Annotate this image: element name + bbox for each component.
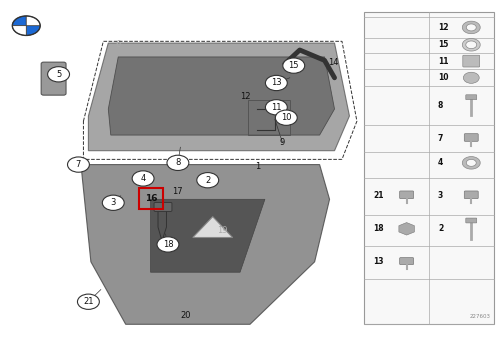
FancyBboxPatch shape	[400, 258, 413, 265]
Wedge shape	[12, 16, 26, 26]
FancyBboxPatch shape	[464, 191, 478, 198]
Circle shape	[464, 72, 479, 83]
Text: 18: 18	[374, 224, 384, 233]
FancyBboxPatch shape	[466, 95, 476, 100]
Text: 19: 19	[218, 226, 228, 235]
Circle shape	[78, 294, 100, 309]
Polygon shape	[150, 199, 265, 272]
Text: 16: 16	[144, 194, 157, 203]
Text: 10: 10	[438, 73, 448, 82]
Circle shape	[197, 173, 218, 188]
Circle shape	[283, 58, 304, 73]
Text: 15: 15	[438, 40, 448, 49]
Text: 13: 13	[374, 257, 384, 266]
Text: 3: 3	[438, 191, 443, 200]
Text: 2: 2	[205, 176, 210, 185]
FancyBboxPatch shape	[400, 191, 413, 198]
Text: 5: 5	[56, 70, 61, 79]
Text: 6: 6	[116, 40, 121, 49]
Text: 11: 11	[271, 103, 281, 112]
Text: 8: 8	[175, 158, 180, 167]
Text: 11: 11	[438, 57, 448, 65]
Polygon shape	[88, 43, 350, 151]
Wedge shape	[26, 26, 40, 35]
FancyBboxPatch shape	[154, 202, 172, 211]
Polygon shape	[193, 217, 232, 238]
Text: 18: 18	[162, 240, 173, 249]
Text: 3: 3	[110, 198, 116, 207]
Text: 4: 4	[438, 158, 443, 167]
Text: 17: 17	[172, 187, 183, 196]
Text: 2: 2	[438, 224, 443, 233]
Text: 7: 7	[76, 160, 81, 169]
FancyBboxPatch shape	[41, 62, 66, 95]
Text: 12: 12	[240, 92, 250, 102]
Circle shape	[48, 66, 70, 82]
Text: 13: 13	[271, 78, 281, 88]
FancyBboxPatch shape	[364, 12, 494, 324]
Wedge shape	[26, 16, 40, 26]
Circle shape	[102, 195, 124, 210]
Circle shape	[276, 110, 297, 125]
Text: 4: 4	[140, 174, 145, 183]
Wedge shape	[12, 26, 26, 35]
Circle shape	[157, 237, 179, 252]
Text: 8: 8	[438, 101, 444, 110]
FancyBboxPatch shape	[464, 134, 478, 141]
Circle shape	[167, 155, 189, 170]
Polygon shape	[81, 164, 330, 324]
Circle shape	[68, 157, 90, 172]
Text: 21: 21	[83, 297, 94, 306]
Text: 1: 1	[255, 162, 260, 171]
Text: 12: 12	[438, 23, 448, 32]
Text: 15: 15	[288, 61, 299, 70]
FancyBboxPatch shape	[463, 55, 479, 67]
Polygon shape	[158, 210, 166, 241]
Text: 21: 21	[374, 191, 384, 200]
Circle shape	[266, 100, 287, 115]
Circle shape	[132, 171, 154, 186]
Polygon shape	[108, 57, 334, 135]
Text: 7: 7	[438, 134, 444, 143]
Text: 20: 20	[180, 311, 190, 320]
Text: 227603: 227603	[470, 314, 491, 319]
Text: 14: 14	[328, 58, 339, 66]
Text: 9: 9	[280, 138, 285, 147]
Text: 10: 10	[281, 113, 291, 122]
Text: !: !	[212, 226, 214, 232]
Circle shape	[266, 75, 287, 91]
FancyBboxPatch shape	[466, 218, 476, 223]
